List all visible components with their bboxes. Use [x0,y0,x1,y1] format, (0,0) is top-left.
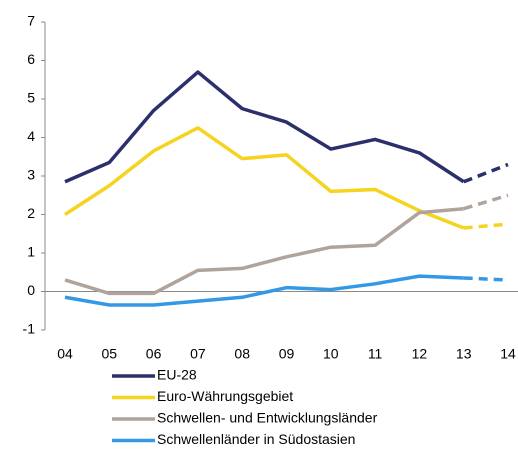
x-tick-label: 11 [368,346,383,362]
y-tick-label: 5 [27,90,35,106]
x-tick-label: 12 [412,346,428,362]
x-tick-label: 09 [279,346,295,362]
x-tick-label: 08 [234,346,250,362]
y-tick-label: 7 [27,13,35,29]
x-tick-label: 07 [190,346,206,362]
x-tick-label: 04 [57,346,73,362]
line [64,70,465,184]
legend-label: EU-28 [157,367,197,383]
line-forecast [463,193,509,211]
line [64,126,465,230]
x-tick-label: 14 [500,346,516,362]
line-forecast [463,162,509,184]
y-tick-label: 6 [27,51,35,67]
x-tick-label: 06 [146,346,162,362]
legend-label: Schwellenländer in Südostasien [157,431,355,447]
x-tick-label: 05 [102,346,118,362]
x-tick-label: 13 [456,346,472,362]
x-tick-label: 10 [323,346,339,362]
line [64,274,464,307]
y-tick-label: 2 [27,205,35,221]
line-forecast [463,222,509,230]
y-tick-label: 0 [27,282,35,298]
y-tick-label: 3 [27,167,35,183]
line [64,206,464,296]
y-tick-label: 1 [27,244,35,260]
legend-label: Schwellen- und Entwicklungsländer [157,410,378,426]
line-forecast [463,276,509,282]
y-tick-label: -1 [23,321,36,337]
legend-label: Euro-Währungsgebiet [157,388,293,404]
y-tick-label: 4 [27,128,35,144]
